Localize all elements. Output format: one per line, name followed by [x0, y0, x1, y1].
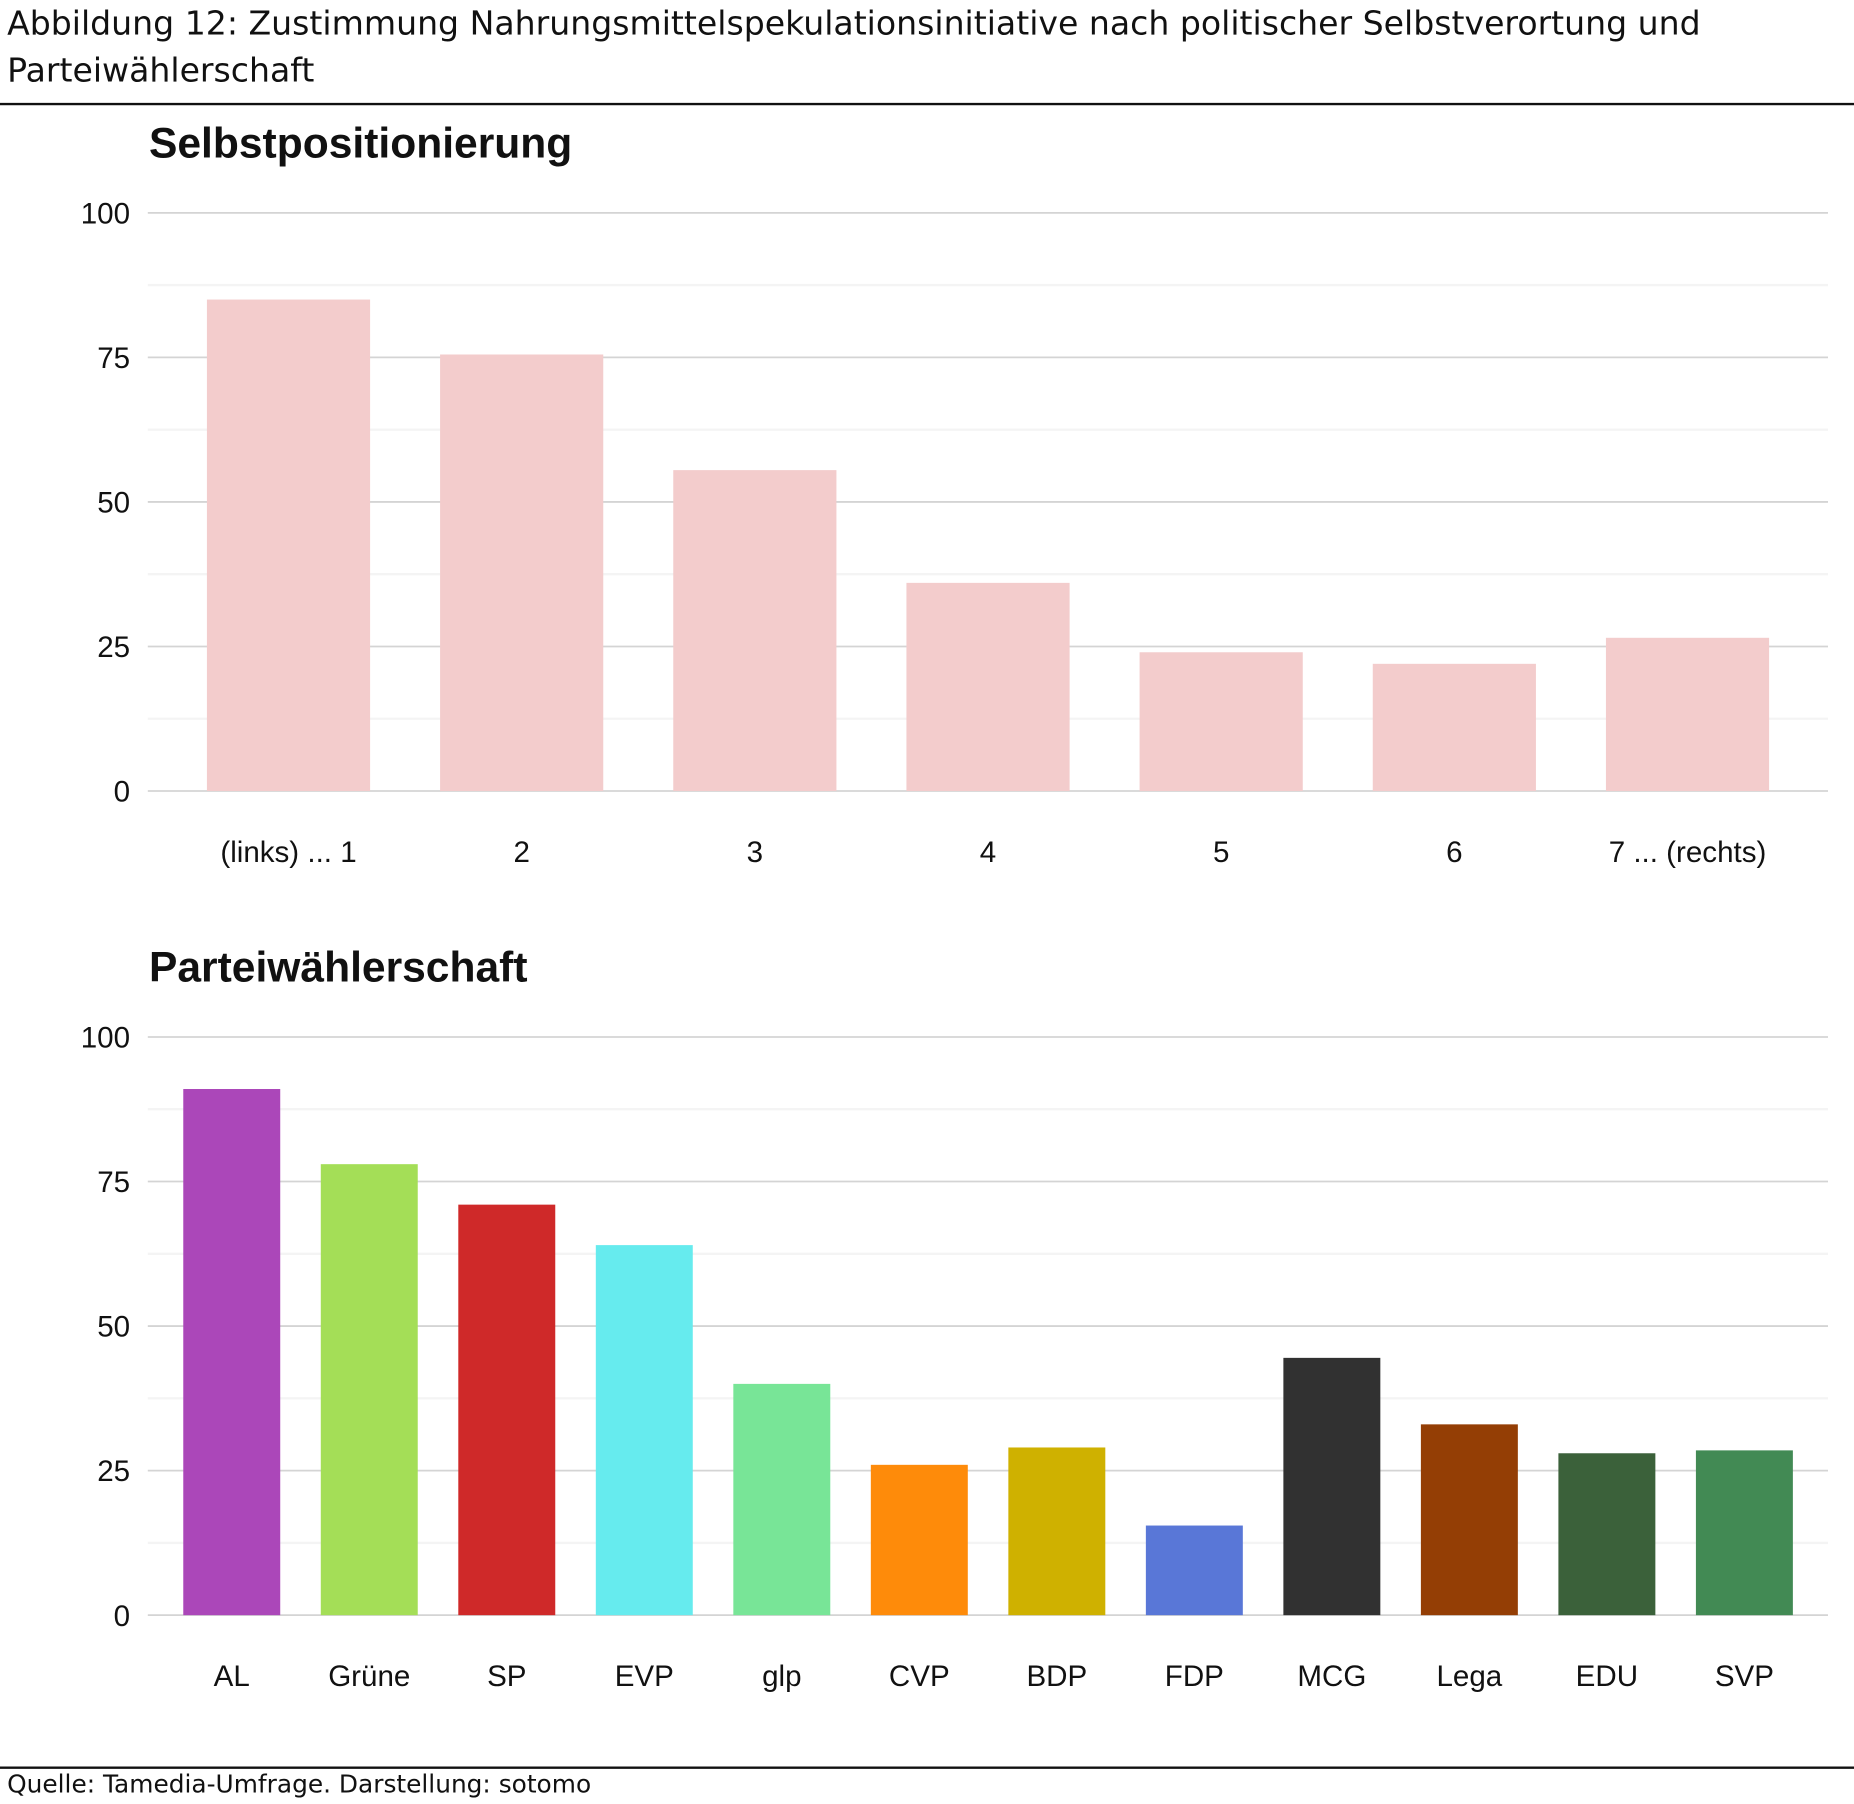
bar-FDP [1145, 1525, 1243, 1616]
bar-(links) ... 1 [206, 299, 371, 792]
x-tick-label: FDP [1165, 1660, 1224, 1693]
source-note: Quelle: Tamedia-Umfrage. Darstellung: so… [7, 1770, 592, 1799]
x-tick-label: EVP [615, 1660, 674, 1693]
x-tick-label: (links) ... 1 [220, 836, 356, 869]
bar-5 [1139, 652, 1303, 792]
bar-EDU [1558, 1453, 1656, 1616]
x-tick-label: glp [762, 1660, 801, 1693]
x-tick-label: CVP [889, 1660, 950, 1693]
x-tick-label: SVP [1715, 1660, 1774, 1693]
x-tick-label: MCG [1297, 1660, 1366, 1693]
bar-6 [1372, 663, 1536, 792]
y-tick-label: 100 [81, 1022, 130, 1055]
x-tick-label: 7 ... (rechts) [1609, 836, 1767, 869]
y-tick-label: 25 [97, 1455, 130, 1488]
bar-MCG [1283, 1357, 1381, 1616]
bottom-rule [0, 1766, 1854, 1769]
y-tick-label: 0 [114, 776, 130, 809]
top-rule [0, 102, 1854, 106]
chart-title-parteiwaehlerschaft: Parteiwählerschaft [148, 942, 528, 991]
x-tick-label: SP [487, 1660, 526, 1693]
bar-AL [183, 1089, 281, 1616]
figure-title: Abbildung 12: Zustimmung Nahrungsmittels… [7, 3, 1701, 90]
bar-3 [673, 470, 837, 792]
y-tick-label: 75 [97, 342, 130, 375]
x-tick-label: AL [214, 1660, 250, 1693]
x-tick-label: 6 [1446, 836, 1462, 869]
bar-Lega [1420, 1424, 1518, 1616]
y-tick-label: 25 [97, 631, 130, 664]
y-tick-label: 100 [81, 197, 130, 230]
bar-glp [733, 1383, 831, 1616]
y-tick-label: 50 [97, 487, 130, 520]
x-tick-label: Grüne [328, 1660, 410, 1693]
x-tick-label: EDU [1576, 1660, 1638, 1693]
x-tick-label: Lega [1437, 1660, 1503, 1693]
bar-4 [906, 582, 1070, 792]
bar-EVP [595, 1245, 693, 1616]
y-tick-label: 0 [114, 1600, 130, 1633]
chart-selbstpositionierung: 0 25 50 75 100 (links) ... 1 2 3 4 5 6 7 ... (recht… [81, 197, 1828, 869]
bar-CVP [870, 1464, 968, 1616]
y-tick-label: 50 [97, 1311, 130, 1344]
bar-Grüne [320, 1164, 418, 1616]
bar-SP [458, 1204, 556, 1616]
x-tick-label: 2 [513, 836, 529, 869]
x-tick-label: BDP [1026, 1660, 1087, 1693]
y-tick-label: 75 [97, 1166, 130, 1199]
chart-title-selbstpositionierung: Selbstpositionierung [148, 118, 573, 167]
chart-parteiwaehlerschaft: 0 25 50 75 100 AL Grüne SP EVP glp CVP BDP FDP MCG Leg… [81, 1022, 1828, 1693]
x-tick-label: 4 [980, 836, 996, 869]
x-tick-label: 3 [747, 836, 763, 869]
x-tick-label: 5 [1213, 836, 1229, 869]
bar-2 [440, 354, 604, 792]
bar-BDP [1008, 1447, 1106, 1616]
bar-7 ... (rechts) [1605, 637, 1770, 792]
bar-SVP [1695, 1450, 1793, 1616]
